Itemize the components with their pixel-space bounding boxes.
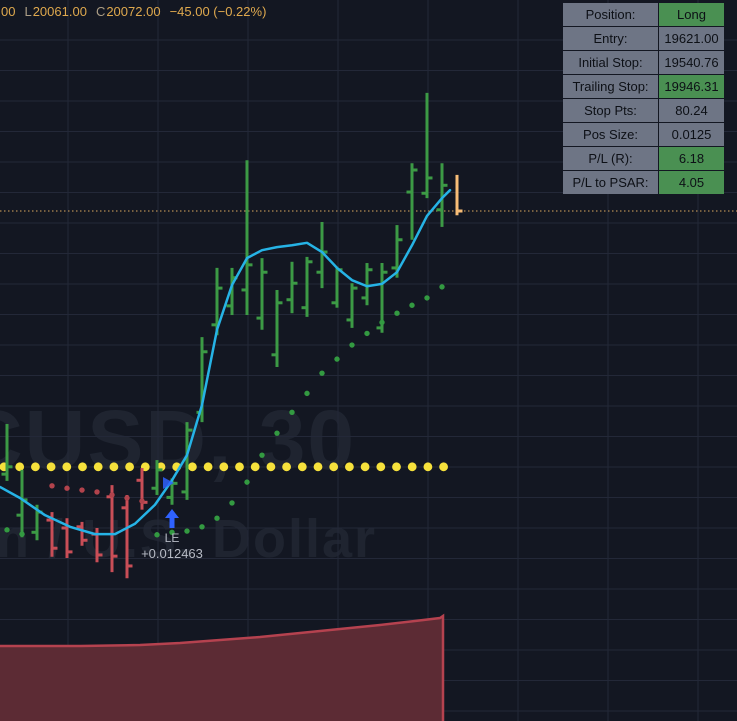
ohlc-legend: 00 L20061.00 C20072.00 −45.00 (−0.22%)	[1, 4, 266, 19]
panel-row-label: Trailing Stop:	[563, 75, 658, 98]
ohlc-high-tail: 00	[1, 4, 15, 19]
panel-row-value: 0.0125	[659, 123, 724, 146]
panel-row-value: Long	[659, 3, 724, 26]
trading-chart-screen: CUSD, 30 n / U.S. Dollar LE +0.012463 00…	[0, 0, 737, 721]
panel-row-label: Initial Stop:	[563, 51, 658, 74]
panel-row-label: Stop Pts:	[563, 99, 658, 122]
panel-row-value: 4.05	[659, 171, 724, 194]
yellow-level-dot	[94, 462, 103, 471]
yellow-level-dot	[361, 462, 370, 471]
psar-dot-up	[394, 311, 399, 316]
psar-dot-down	[64, 486, 69, 491]
yellow-level-dot	[408, 462, 417, 471]
psar-dot-up	[319, 370, 324, 375]
ohlc-change: −45.00 (−0.22%)	[170, 4, 267, 19]
psar-dot-up	[154, 532, 159, 537]
panel-row-value: 19621.00	[659, 27, 724, 50]
psar-dot-up	[184, 528, 189, 533]
psar-dot-up	[19, 531, 24, 536]
psar-dot-up	[4, 527, 9, 532]
ohlc-close: C20072.00	[96, 4, 161, 19]
yellow-level-dot	[78, 462, 87, 471]
yellow-level-dot	[392, 462, 401, 471]
psar-dot-up	[199, 524, 204, 529]
psar-dot-down	[94, 489, 99, 494]
psar-dot-up	[259, 452, 264, 457]
yellow-level-dot	[282, 462, 291, 471]
panel-row-value: 80.24	[659, 99, 724, 122]
yellow-level-dot	[47, 462, 56, 471]
ohlc-low: L20061.00	[24, 4, 86, 19]
psar-dot-up	[229, 500, 234, 505]
yellow-level-dot	[298, 462, 307, 471]
psar-dot-up	[169, 530, 174, 535]
yellow-level-dot	[110, 462, 119, 471]
panel-row-label: Pos Size:	[563, 123, 658, 146]
psar-dot-up	[379, 320, 384, 325]
panel-row-value: 6.18	[659, 147, 724, 170]
yellow-level-dot	[345, 462, 354, 471]
psar-dot-up	[439, 284, 444, 289]
yellow-level-dot	[314, 462, 323, 471]
psar-dot-down	[124, 495, 129, 500]
yellow-level-dot	[188, 462, 197, 471]
yellow-level-dot	[267, 462, 276, 471]
psar-dot-down	[49, 483, 54, 488]
psar-dot-up	[409, 303, 414, 308]
long-entry-arrow-icon	[165, 509, 179, 518]
yellow-level-dot	[31, 462, 40, 471]
panel-row-label: Position:	[563, 3, 658, 26]
yellow-level-dot	[424, 462, 433, 471]
psar-dot-up	[364, 331, 369, 336]
yellow-level-dot	[235, 462, 244, 471]
psar-dot-up	[349, 342, 354, 347]
psar-dot-up	[289, 410, 294, 415]
panel-row-label: P/L to PSAR:	[563, 171, 658, 194]
yellow-level-dot	[376, 462, 385, 471]
panel-row-label: Entry:	[563, 27, 658, 50]
yellow-level-dot	[329, 462, 338, 471]
psar-dot-down	[109, 492, 114, 497]
yellow-level-dot	[62, 462, 71, 471]
panel-row-value: 19540.76	[659, 51, 724, 74]
psar-dot-up	[274, 430, 279, 435]
panel-row-label: P/L (R):	[563, 147, 658, 170]
yellow-level-dot	[251, 462, 260, 471]
psar-dot-down	[139, 498, 144, 503]
panel-row-value: 19946.31	[659, 75, 724, 98]
psar-dot-up	[424, 295, 429, 300]
psar-dot-up	[334, 356, 339, 361]
position-panel: Position:LongEntry:19621.00Initial Stop:…	[563, 3, 724, 194]
psar-dot-up	[214, 516, 219, 521]
long-entry-arrow-shaft	[170, 517, 175, 528]
psar-dot-down	[79, 487, 84, 492]
yellow-level-dot	[439, 462, 448, 471]
psar-dot-up	[244, 479, 249, 484]
yellow-level-dot	[125, 462, 134, 471]
yellow-level-dot	[204, 462, 213, 471]
yellow-level-dot	[219, 462, 228, 471]
psar-dot-up	[304, 391, 309, 396]
area-series-fill	[0, 616, 443, 721]
